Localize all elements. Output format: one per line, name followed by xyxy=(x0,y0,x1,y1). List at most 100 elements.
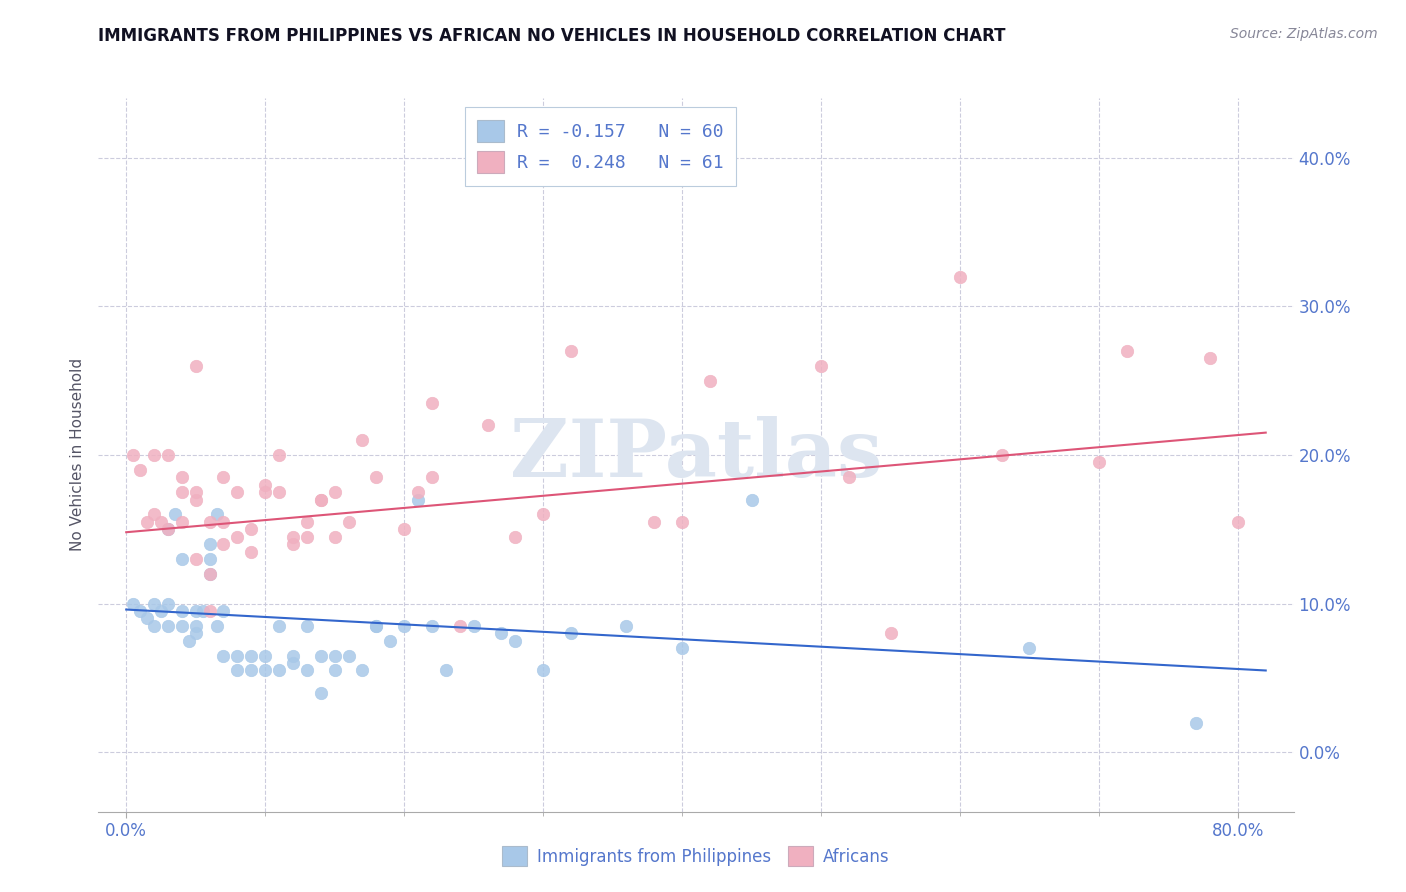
Point xyxy=(240,522,263,536)
Point xyxy=(122,448,145,462)
Point xyxy=(560,626,582,640)
Point xyxy=(392,522,415,536)
Point xyxy=(226,530,249,544)
Point xyxy=(477,418,499,433)
Point xyxy=(1226,515,1249,529)
Point xyxy=(163,508,186,522)
Point xyxy=(212,470,235,484)
Point xyxy=(420,470,443,484)
Point xyxy=(491,626,513,640)
Legend: Immigrants from Philippines, Africans: Immigrants from Philippines, Africans xyxy=(494,838,898,875)
Point xyxy=(170,485,193,500)
Point xyxy=(949,269,972,284)
Point xyxy=(184,604,207,618)
Point xyxy=(531,664,554,678)
Text: IMMIGRANTS FROM PHILIPPINES VS AFRICAN NO VEHICLES IN HOUSEHOLD CORRELATION CHAR: IMMIGRANTS FROM PHILIPPINES VS AFRICAN N… xyxy=(98,27,1005,45)
Point xyxy=(352,664,374,678)
Point xyxy=(295,619,318,633)
Point xyxy=(323,664,346,678)
Point xyxy=(177,633,200,648)
Point xyxy=(149,515,172,529)
Text: Source: ZipAtlas.com: Source: ZipAtlas.com xyxy=(1230,27,1378,41)
Point xyxy=(267,619,290,633)
Point xyxy=(170,470,193,484)
Point xyxy=(406,492,429,507)
Point xyxy=(295,515,318,529)
Point xyxy=(254,477,277,491)
Point xyxy=(198,566,221,581)
Point xyxy=(267,448,290,462)
Point xyxy=(226,664,249,678)
Point xyxy=(143,508,166,522)
Point xyxy=(226,648,249,663)
Point xyxy=(143,448,166,462)
Point xyxy=(156,522,179,536)
Point xyxy=(323,648,346,663)
Point xyxy=(226,485,249,500)
Point xyxy=(560,343,582,358)
Point xyxy=(267,485,290,500)
Point xyxy=(212,604,235,618)
Point xyxy=(156,619,179,633)
Point xyxy=(156,522,179,536)
Point xyxy=(671,515,693,529)
Point xyxy=(184,626,207,640)
Point xyxy=(205,619,228,633)
Point xyxy=(309,648,332,663)
Point xyxy=(198,515,221,529)
Point xyxy=(240,544,263,558)
Point xyxy=(616,619,638,633)
Point xyxy=(1115,343,1137,358)
Point xyxy=(156,448,179,462)
Point xyxy=(184,552,207,566)
Point xyxy=(122,597,145,611)
Point xyxy=(643,515,665,529)
Point xyxy=(212,648,235,663)
Point xyxy=(323,485,346,500)
Point xyxy=(254,485,277,500)
Point xyxy=(434,664,457,678)
Point xyxy=(136,611,159,625)
Point xyxy=(323,530,346,544)
Point xyxy=(149,604,172,618)
Point xyxy=(352,433,374,447)
Point xyxy=(309,686,332,700)
Point xyxy=(184,359,207,373)
Point xyxy=(198,566,221,581)
Point xyxy=(420,396,443,410)
Point xyxy=(254,648,277,663)
Point xyxy=(380,633,402,648)
Point xyxy=(1088,455,1111,469)
Point xyxy=(337,515,360,529)
Point xyxy=(1185,715,1208,730)
Point xyxy=(254,664,277,678)
Point xyxy=(281,537,304,551)
Point xyxy=(281,530,304,544)
Point xyxy=(198,537,221,551)
Point xyxy=(170,604,193,618)
Point xyxy=(281,648,304,663)
Point xyxy=(240,664,263,678)
Point xyxy=(170,552,193,566)
Point xyxy=(366,619,388,633)
Point xyxy=(505,633,527,648)
Point xyxy=(198,552,221,566)
Point xyxy=(212,537,235,551)
Point xyxy=(337,648,360,663)
Point xyxy=(366,470,388,484)
Point xyxy=(136,515,159,529)
Point xyxy=(1199,351,1222,366)
Point xyxy=(366,619,388,633)
Point xyxy=(463,619,485,633)
Point xyxy=(129,604,152,618)
Point xyxy=(129,463,152,477)
Point xyxy=(699,374,721,388)
Point xyxy=(505,530,527,544)
Point xyxy=(449,619,471,633)
Y-axis label: No Vehicles in Household: No Vehicles in Household xyxy=(70,359,86,551)
Point xyxy=(184,492,207,507)
Point xyxy=(838,470,860,484)
Point xyxy=(990,448,1012,462)
Point xyxy=(879,626,901,640)
Point xyxy=(406,485,429,500)
